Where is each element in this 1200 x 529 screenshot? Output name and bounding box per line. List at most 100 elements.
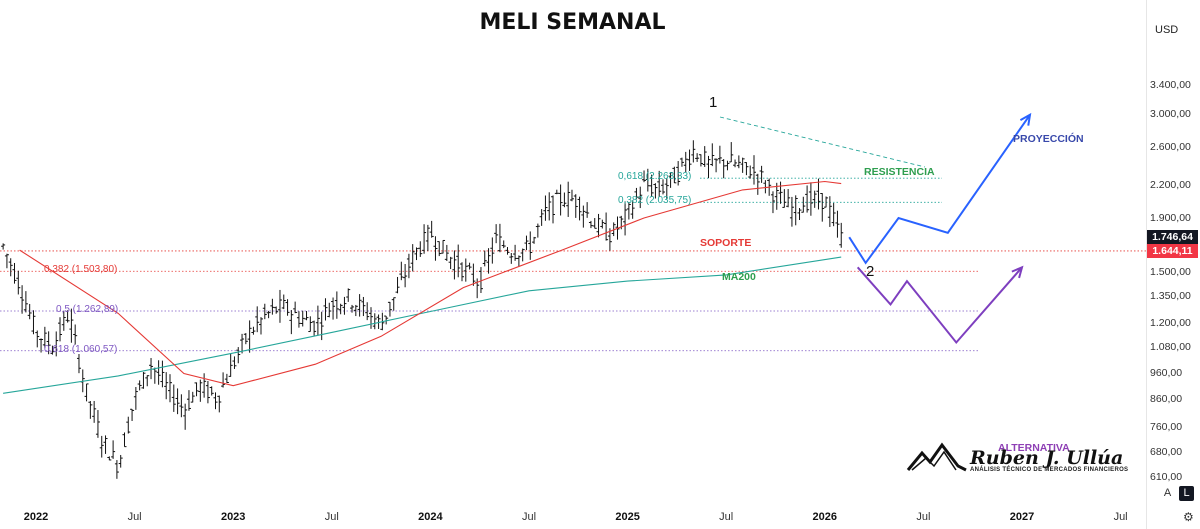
candle bbox=[839, 222, 844, 248]
arrowhead-icon bbox=[1011, 265, 1024, 279]
candle bbox=[16, 270, 21, 295]
candle bbox=[463, 258, 468, 282]
candle bbox=[319, 311, 324, 341]
candle bbox=[660, 179, 665, 195]
candle bbox=[736, 155, 741, 169]
candle bbox=[698, 154, 703, 167]
candle bbox=[190, 391, 195, 403]
candle bbox=[425, 224, 430, 252]
candle bbox=[205, 381, 210, 404]
candle bbox=[797, 208, 802, 220]
fibonacci-label: 0,382 (2.035,75) bbox=[618, 195, 692, 207]
candle bbox=[46, 331, 51, 355]
candle bbox=[236, 347, 241, 364]
annotation-label: 1 bbox=[709, 94, 718, 111]
candle bbox=[338, 303, 343, 315]
candle bbox=[793, 195, 798, 226]
candle bbox=[812, 190, 817, 208]
price-chart[interactable] bbox=[0, 0, 1146, 529]
x-tick-label: 2027 bbox=[1009, 511, 1035, 523]
candle bbox=[84, 383, 89, 402]
candle bbox=[224, 373, 229, 383]
y-tick-label: 1.500,00 bbox=[1150, 265, 1191, 278]
candle bbox=[733, 159, 738, 168]
fibonacci-label: 0,618 (2.263,33) bbox=[618, 171, 692, 183]
candle bbox=[73, 324, 78, 345]
candle bbox=[668, 172, 673, 188]
candle bbox=[752, 155, 757, 185]
candle bbox=[695, 153, 700, 162]
candle bbox=[186, 390, 191, 411]
gear-icon[interactable]: ⚙ bbox=[1183, 510, 1194, 524]
candle bbox=[513, 244, 518, 261]
y-tick-label: 1.350,00 bbox=[1150, 289, 1191, 302]
log-scale-button[interactable]: L bbox=[1179, 486, 1194, 501]
candle bbox=[107, 456, 112, 461]
candle bbox=[786, 189, 791, 208]
y-tick-label: 2.200,00 bbox=[1150, 178, 1191, 191]
candle bbox=[649, 174, 654, 197]
candle bbox=[422, 224, 427, 254]
candle bbox=[558, 184, 563, 216]
candle bbox=[467, 262, 472, 270]
x-tick-label: Jul bbox=[324, 511, 339, 523]
candle bbox=[770, 191, 775, 214]
candle bbox=[1, 243, 6, 250]
candle bbox=[296, 311, 301, 328]
candle bbox=[623, 201, 628, 236]
x-tick-label: 2026 bbox=[812, 511, 838, 523]
candle bbox=[634, 187, 639, 200]
candle bbox=[600, 219, 605, 229]
candle bbox=[247, 320, 252, 353]
candle bbox=[831, 203, 836, 227]
arrowhead-icon bbox=[1019, 112, 1032, 126]
candle bbox=[683, 151, 688, 173]
x-tick-label: Jul bbox=[719, 511, 734, 523]
candle bbox=[35, 330, 40, 348]
candle bbox=[183, 403, 188, 430]
x-tick-label: Jul bbox=[916, 511, 931, 523]
candle bbox=[691, 140, 696, 163]
candle bbox=[710, 143, 715, 167]
candle bbox=[209, 386, 214, 396]
candle bbox=[88, 401, 93, 419]
candle bbox=[353, 304, 358, 317]
x-tick-label: 2025 bbox=[615, 511, 640, 523]
candle bbox=[277, 289, 282, 323]
candle bbox=[365, 302, 370, 321]
candle bbox=[259, 317, 264, 335]
candle bbox=[835, 210, 840, 238]
candle bbox=[213, 392, 218, 410]
candle bbox=[145, 375, 150, 387]
candle bbox=[312, 320, 317, 336]
candle bbox=[399, 261, 404, 281]
candle bbox=[437, 241, 442, 257]
candle bbox=[293, 301, 298, 314]
candle bbox=[744, 162, 749, 176]
candle bbox=[58, 317, 63, 342]
price-axis[interactable] bbox=[1146, 0, 1200, 529]
candle bbox=[262, 303, 267, 320]
candle bbox=[782, 189, 787, 208]
fibonacci-label: 0,382 (1.503,80) bbox=[44, 264, 118, 276]
candle bbox=[460, 262, 465, 282]
candle bbox=[175, 388, 180, 415]
currency-label[interactable]: USD bbox=[1155, 24, 1179, 36]
candle bbox=[160, 360, 165, 388]
y-tick-label: 1.080,00 bbox=[1150, 340, 1191, 353]
candle bbox=[471, 263, 476, 286]
candle bbox=[376, 314, 381, 329]
candle bbox=[152, 367, 157, 384]
candle bbox=[824, 196, 829, 208]
candle bbox=[118, 454, 123, 468]
candle bbox=[444, 244, 449, 261]
auto-scale-button[interactable]: A bbox=[1163, 487, 1172, 499]
candle bbox=[535, 223, 540, 238]
candle bbox=[801, 196, 806, 213]
candle bbox=[137, 380, 142, 391]
candle bbox=[27, 303, 32, 320]
logo-mountain-icon bbox=[906, 442, 967, 472]
candle bbox=[638, 186, 643, 209]
candle bbox=[228, 353, 233, 377]
candle bbox=[232, 356, 237, 369]
